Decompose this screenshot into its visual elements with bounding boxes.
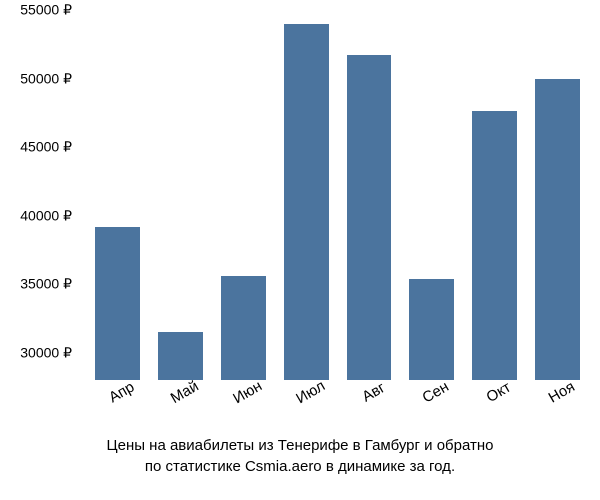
bar [95, 227, 140, 380]
caption-line1: Цены на авиабилеты из Тенерифе в Гамбург… [107, 437, 494, 454]
bar [158, 332, 203, 380]
bar [347, 55, 392, 380]
chart-container: 30000 ₽ 35000 ₽ 40000 ₽ 45000 ₽ 50000 ₽ 55000… [0, 0, 600, 500]
y-tick-label: 50000 ₽ [20, 70, 72, 87]
x-axis-labels: АпрМайИюнИюлАвгСенОктНоя [95, 385, 580, 402]
bar [284, 24, 329, 380]
caption-line2: по статистике Csmia.aero в динамике за г… [145, 458, 455, 475]
chart-caption: Цены на авиабилеты из Тенерифе в Гамбург… [0, 435, 600, 477]
y-tick-label: 45000 ₽ [20, 139, 72, 156]
bar [535, 79, 580, 380]
bars-group [80, 10, 580, 380]
y-tick-label: 40000 ₽ [20, 207, 72, 224]
bar [409, 279, 454, 380]
bar [472, 111, 517, 380]
y-tick-label: 30000 ₽ [20, 344, 72, 361]
plot-area: 30000 ₽35000 ₽40000 ₽45000 ₽50000 ₽55000… [80, 10, 580, 380]
y-tick-label: 55000 ₽ [20, 2, 72, 19]
y-tick-label: 35000 ₽ [20, 276, 72, 293]
bar [221, 276, 266, 380]
